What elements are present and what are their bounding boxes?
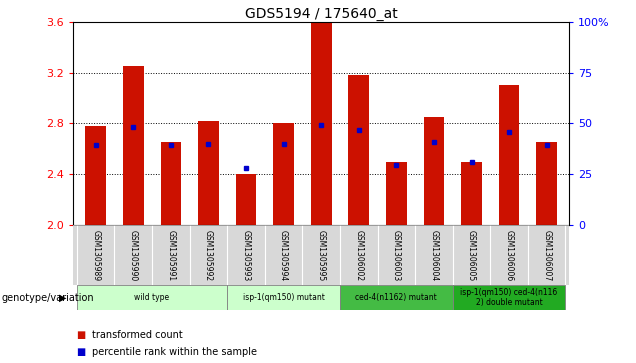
Text: percentile rank within the sample: percentile rank within the sample [92,347,257,357]
Text: wild type: wild type [134,293,170,302]
Text: GSM1305993: GSM1305993 [242,230,251,281]
Text: genotype/variation: genotype/variation [1,293,94,303]
Bar [198,121,219,225]
Title: GDS5194 / 175640_at: GDS5194 / 175640_at [245,7,398,21]
Bar [461,162,482,225]
Text: GSM1305992: GSM1305992 [204,230,213,281]
Text: GSM1306003: GSM1306003 [392,230,401,281]
FancyBboxPatch shape [453,285,565,310]
Text: ▶: ▶ [59,293,66,303]
Bar [536,143,557,225]
Text: GSM1305991: GSM1305991 [167,230,176,281]
Bar [273,123,294,225]
Text: GSM1306007: GSM1306007 [542,230,551,281]
Text: GSM1306005: GSM1306005 [467,230,476,281]
Text: GSM1305990: GSM1305990 [128,230,138,281]
Text: GSM1305994: GSM1305994 [279,230,288,281]
Text: GSM1306004: GSM1306004 [429,230,438,281]
FancyBboxPatch shape [227,285,340,310]
Text: transformed count: transformed count [92,330,183,340]
Text: GSM1305995: GSM1305995 [317,230,326,281]
Bar [311,23,331,225]
FancyBboxPatch shape [77,285,227,310]
Text: isp-1(qm150) mutant: isp-1(qm150) mutant [243,293,324,302]
Bar [236,174,256,225]
FancyBboxPatch shape [340,285,453,310]
Text: GSM1305989: GSM1305989 [91,230,100,281]
Text: ■: ■ [76,347,86,357]
Bar [386,162,406,225]
Text: isp-1(qm150) ced-4(n116
2) double mutant: isp-1(qm150) ced-4(n116 2) double mutant [460,288,558,307]
Text: GSM1306006: GSM1306006 [504,230,514,281]
Text: ced-4(n1162) mutant: ced-4(n1162) mutant [356,293,437,302]
Bar [424,117,445,225]
Bar [123,66,144,225]
Bar [85,126,106,225]
Bar [499,85,520,225]
Bar [349,75,369,225]
Text: GSM1306002: GSM1306002 [354,230,363,281]
Bar [160,143,181,225]
Text: ■: ■ [76,330,86,340]
